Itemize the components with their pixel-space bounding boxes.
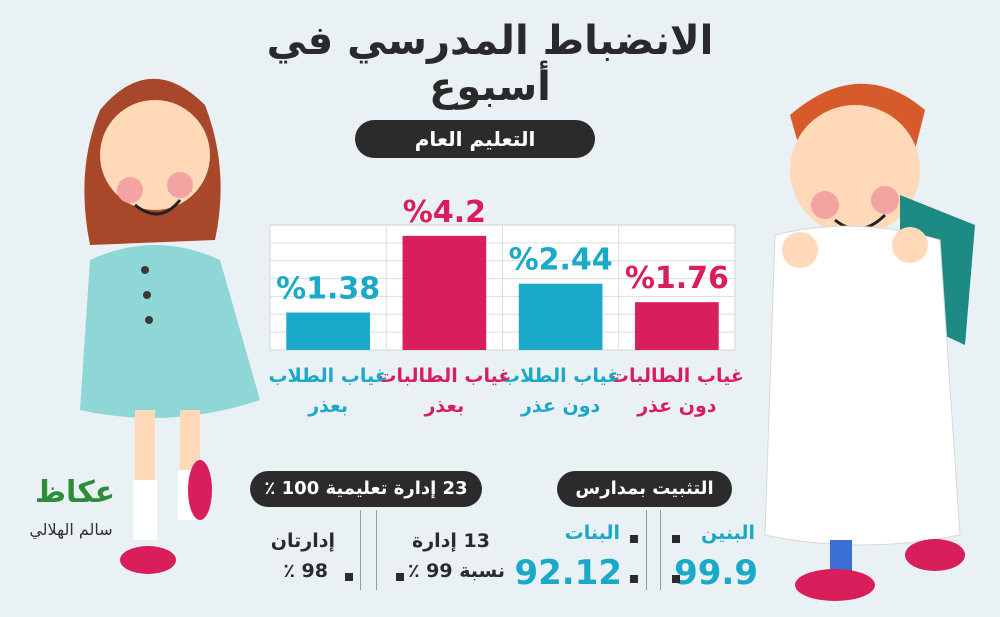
enroll-boys-bullet: [672, 535, 680, 543]
category-label: بعذر: [423, 395, 464, 417]
category-label: دون عذر: [636, 395, 717, 417]
admin-group-a-label: 13 إدارة: [412, 530, 490, 552]
data-label: %4.2: [403, 195, 486, 230]
bar: [286, 312, 370, 350]
enroll-divider-right: [660, 510, 661, 590]
enroll-divider-left: [646, 510, 647, 590]
data-label: %1.76: [625, 261, 729, 296]
administration-heading: 23 إدارة تعليمية 100 ٪: [250, 471, 482, 507]
data-label: %2.44: [509, 243, 613, 278]
category-label: دون عذر: [520, 395, 601, 417]
admin-divider-left: [360, 510, 361, 590]
author-credit: سالم الهلالي: [29, 520, 113, 539]
enroll-boys-label: البنين: [700, 522, 755, 544]
okaz-logo-icon: عكاظ: [34, 475, 116, 510]
enroll-girls-label: البنات: [564, 522, 620, 544]
admin-group-a-value: نسبة 99 ٪: [407, 560, 505, 582]
data-label: %1.38: [276, 272, 380, 307]
section-label: التعليم العام: [355, 120, 595, 158]
admin-group-b-label: إدارتان: [270, 530, 335, 552]
enroll-girls-value-bullet: [630, 575, 638, 583]
boy-illustration: [764, 83, 975, 601]
bar: [402, 235, 487, 350]
category-label: بعذر: [307, 395, 348, 417]
enroll-girls-bullet: [630, 535, 638, 543]
category-label: غياب الطالبات: [610, 365, 744, 387]
admin-divider-right: [376, 510, 377, 590]
bar: [635, 302, 719, 350]
category-label: غياب الطالبات: [377, 365, 511, 387]
girl-illustration: [80, 78, 260, 574]
enrollment-heading: التثبيت بمدارس: [557, 471, 732, 507]
enroll-boys-value: 99.9: [674, 553, 758, 593]
admin-group-b-bullet: [345, 573, 353, 581]
enroll-girls-value: 92.12: [514, 553, 622, 593]
category-label: غياب الطلاب: [501, 365, 620, 387]
admin-group-b-value: 98 ٪: [283, 560, 328, 582]
category-label: غياب الطلاب: [268, 365, 387, 387]
bar: [518, 283, 603, 350]
admin-group-a-bullet: [396, 573, 404, 581]
enroll-boys-value-bullet: [672, 575, 680, 583]
page-title: الانضباط المدرسي في أسبوع: [266, 18, 714, 110]
